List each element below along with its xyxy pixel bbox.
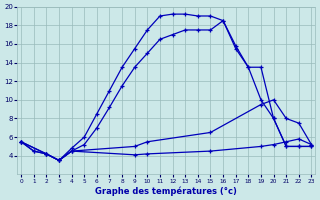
X-axis label: Graphe des températures (°c): Graphe des températures (°c) [95,186,237,196]
